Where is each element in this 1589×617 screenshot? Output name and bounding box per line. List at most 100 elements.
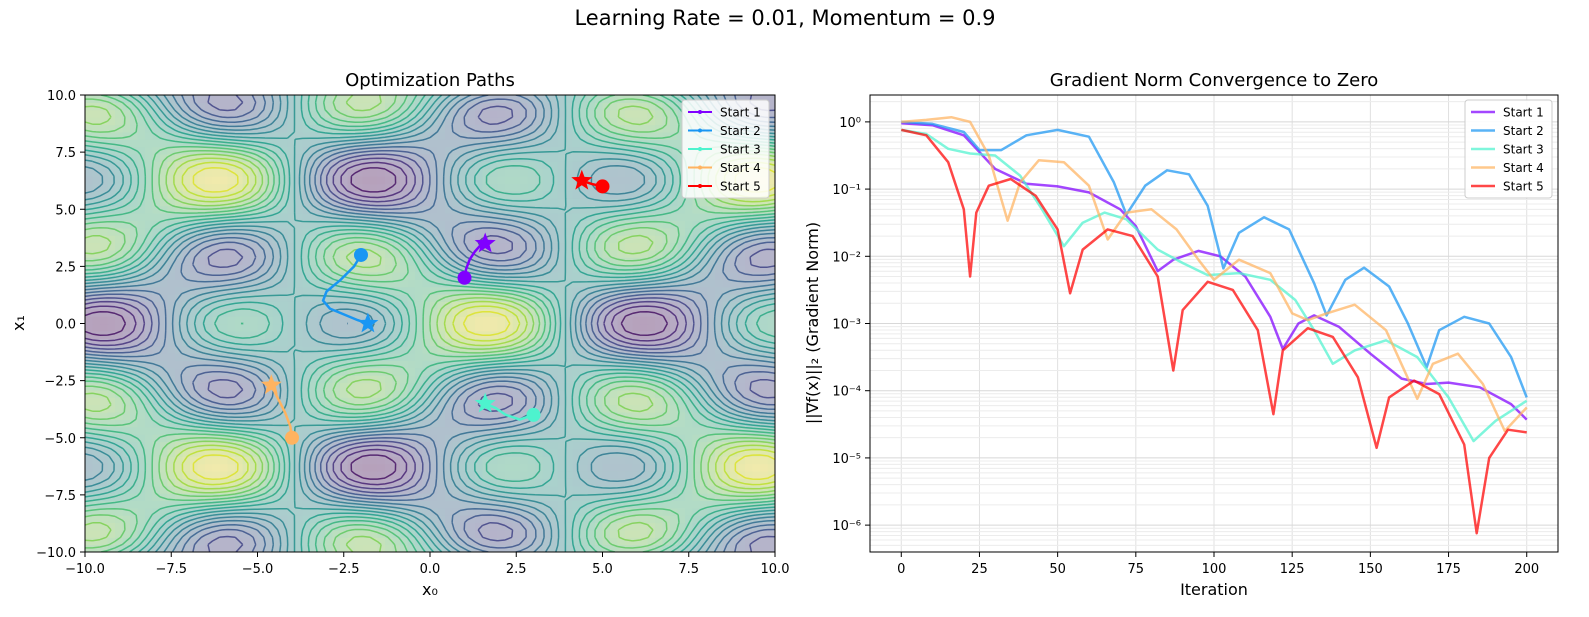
- contour-fill-cell: [475, 448, 484, 457]
- contour-fill-cell: [340, 389, 349, 398]
- contour-fill-cell: [220, 456, 229, 465]
- contour-fill-cell: [557, 397, 566, 406]
- contour-fill-cell: [542, 198, 551, 207]
- contour-fill-cell: [332, 537, 341, 546]
- contour-fill-cell: [752, 493, 761, 502]
- contour-fill-cell: [670, 426, 679, 435]
- contour-fill-cell: [205, 500, 214, 509]
- contour-fill-cell: [370, 286, 379, 295]
- contour-fill-cell: [287, 352, 296, 361]
- contour-fill-cell: [535, 161, 544, 170]
- contour-fill-cell: [145, 220, 154, 229]
- contour-fill-cell: [580, 279, 589, 288]
- contour-fill-cell: [445, 500, 454, 509]
- contour-fill-cell: [557, 183, 566, 192]
- contour-fill-cell: [557, 153, 566, 162]
- contour-fill-cell: [722, 220, 731, 229]
- contour-fill-cell: [115, 485, 124, 494]
- contour-fill-cell: [377, 264, 386, 273]
- contour-fill-cell: [430, 242, 439, 251]
- contour-fill-cell: [355, 522, 364, 531]
- contour-fill-cell: [550, 212, 559, 221]
- contour-fill-cell: [407, 493, 416, 502]
- contour-fill-cell: [280, 375, 289, 384]
- contour-fill-cell: [197, 463, 206, 472]
- contour-fill-cell: [130, 478, 139, 487]
- contour-fill-cell: [595, 434, 604, 443]
- contour-fill-cell: [647, 190, 656, 199]
- contour-fill-cell: [212, 382, 221, 391]
- contour-fill-cell: [685, 544, 694, 552]
- contour-fill-cell: [205, 271, 214, 280]
- contour-fill-cell: [265, 323, 274, 332]
- contour-fill-cell: [175, 227, 184, 236]
- contour-fill-cell: [467, 382, 476, 391]
- contour-fill-cell: [145, 257, 154, 266]
- contour-fill-cell: [587, 330, 596, 339]
- contour-fill-cell: [722, 419, 731, 428]
- contour-fill-cell: [272, 316, 281, 325]
- contour-fill-cell: [235, 456, 244, 465]
- contour-fill-cell: [512, 456, 521, 465]
- contour-fill-cell: [257, 242, 266, 251]
- contour-fill-cell: [370, 404, 379, 413]
- contour-fill-cell: [692, 419, 701, 428]
- contour-fill-cell: [85, 212, 94, 221]
- contour-fill-cell: [385, 382, 394, 391]
- contour-fill-cell: [295, 161, 304, 170]
- contour-fill-cell: [745, 286, 754, 295]
- contour-fill-cell: [212, 360, 221, 369]
- contour-fill-cell: [565, 537, 574, 546]
- contour-fill-cell: [670, 360, 679, 369]
- contour-fill-cell: [92, 205, 101, 214]
- contour-fill-cell: [625, 242, 634, 251]
- contour-fill-cell: [347, 470, 356, 479]
- contour-fill-cell: [595, 279, 604, 288]
- contour-fill-cell: [190, 271, 199, 280]
- contour-fill-cell: [310, 389, 319, 398]
- contour-fill-cell: [272, 242, 281, 251]
- contour-fill-cell: [392, 537, 401, 546]
- contour-fill-cell: [175, 478, 184, 487]
- contour-fill-cell: [400, 544, 409, 552]
- contour-fill-cell: [475, 168, 484, 177]
- contour-fill-cell: [280, 338, 289, 347]
- contour-fill-cell: [437, 308, 446, 317]
- contour-fill-cell: [647, 323, 656, 332]
- contour-fill-cell: [737, 537, 746, 546]
- contour-fill-cell: [482, 529, 491, 538]
- contour-fill-cell: [160, 294, 169, 302]
- contour-fill-cell: [385, 397, 394, 406]
- contour-fill-cell: [347, 529, 356, 538]
- contour-fill-cell: [745, 397, 754, 406]
- contour-fill-cell: [377, 294, 386, 302]
- contour-fill-cell: [332, 426, 341, 435]
- contour-fill-cell: [655, 220, 664, 229]
- contour-fill-cell: [430, 294, 439, 302]
- contour-fill-cell: [767, 426, 775, 435]
- contour-fill-cell: [632, 316, 641, 325]
- contour-fill-cell: [287, 478, 296, 487]
- contour-fill-cell: [467, 316, 476, 325]
- contour-fill-cell: [557, 515, 566, 524]
- contour-fill-cell: [122, 183, 131, 192]
- contour-fill-cell: [565, 404, 574, 413]
- contour-fill-cell: [430, 249, 439, 258]
- contour-fill-cell: [400, 308, 409, 317]
- contour-fill-cell: [400, 198, 409, 207]
- contour-fill-cell: [220, 235, 229, 244]
- contour-fill-cell: [430, 205, 439, 214]
- contour-fill-cell: [445, 411, 454, 420]
- contour-fill-cell: [430, 345, 439, 354]
- contour-fill-cell: [572, 271, 581, 280]
- contour-fill-cell: [700, 434, 709, 443]
- contour-fill-cell: [557, 389, 566, 398]
- contour-fill-cell: [85, 308, 94, 317]
- contour-fill-cell: [182, 375, 191, 384]
- contour-fill-cell: [452, 249, 461, 258]
- contour-fill-cell: [482, 168, 491, 177]
- contour-fill-cell: [107, 257, 116, 266]
- contour-fill-cell: [572, 426, 581, 435]
- contour-fill-cell: [572, 205, 581, 214]
- contour-fill-cell: [692, 257, 701, 266]
